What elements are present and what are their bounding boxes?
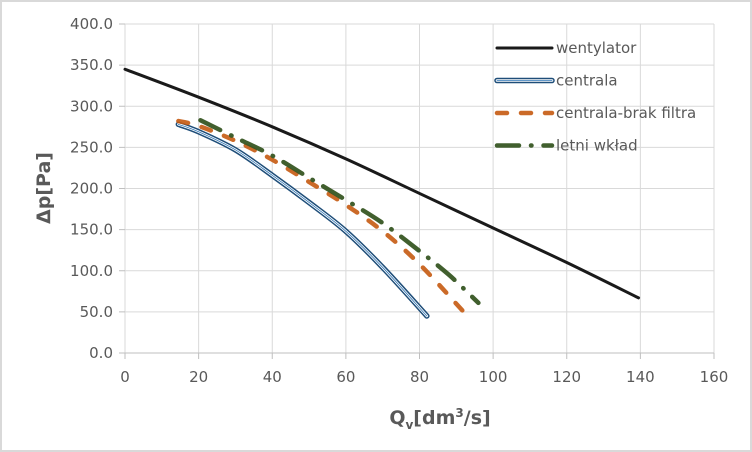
- x-tick-label: 20: [189, 368, 208, 386]
- y-tick-label: 150.0: [70, 221, 113, 239]
- y-tick-label: 400.0: [70, 15, 113, 33]
- y-axis-title: Δp[Pa]: [33, 152, 55, 224]
- legend-label: centrala-brak filtra: [556, 104, 696, 122]
- x-axis-label: Qv[dm3/s]: [389, 406, 490, 432]
- series-centrala-line-inner: [177, 123, 429, 318]
- axes: 0.050.0100.0150.0200.0250.0300.0350.0400…: [70, 15, 728, 386]
- series: [123, 67, 641, 319]
- series-wentylator-line: [123, 67, 641, 300]
- series-letni-wk-ad-line: [198, 117, 481, 306]
- legend-label: letni wkład: [556, 137, 638, 155]
- x-tick-label: 120: [552, 368, 581, 386]
- legend-label: centrala: [556, 72, 618, 90]
- grid: [124, 23, 715, 354]
- y-tick-label: 50.0: [80, 303, 113, 321]
- y-tick-label: 300.0: [70, 97, 113, 115]
- x-tick-label: 140: [626, 368, 655, 386]
- legend-label: wentylator: [556, 39, 637, 57]
- y-tick-label: 200.0: [70, 180, 113, 198]
- x-tick-label: 160: [700, 368, 729, 386]
- x-tick-label: 40: [263, 368, 282, 386]
- legend: wentylator centrala centrala-brak filtra le…: [494, 39, 696, 155]
- x-tick-label: 100: [479, 368, 508, 386]
- y-tick-label: 100.0: [70, 262, 113, 280]
- x-tick-label: 80: [410, 368, 429, 386]
- y-tick-label: 250.0: [70, 138, 113, 156]
- series-centrala-line: [175, 121, 430, 319]
- series-centrala-line-core: [177, 123, 428, 317]
- series-centrala-brak-filtra-line: [176, 118, 466, 315]
- x-tick-label: 60: [336, 368, 355, 386]
- y-tick-label: 350.0: [70, 56, 113, 74]
- y-tick-label: 0.0: [89, 344, 113, 362]
- x-tick-label: 0: [120, 368, 130, 386]
- y-axis-label: Δp[Pa]: [33, 152, 55, 224]
